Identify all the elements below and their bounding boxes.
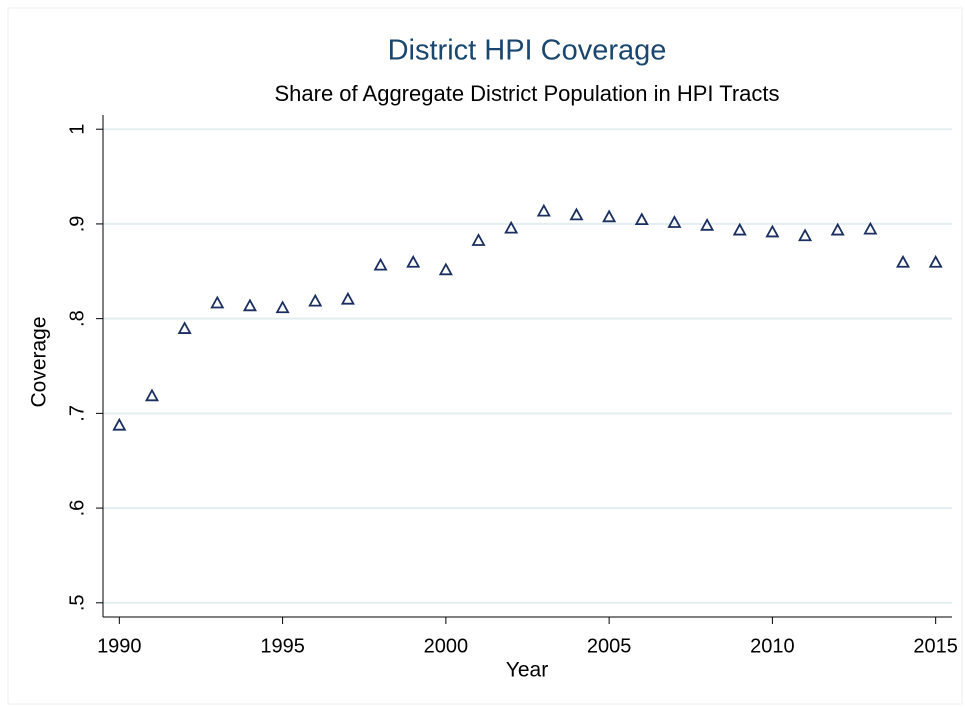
data-point bbox=[830, 222, 845, 236]
x-tick-label: 2015 bbox=[913, 635, 958, 657]
data-point bbox=[765, 224, 780, 238]
data-point bbox=[602, 209, 617, 223]
x-tick-label: 2010 bbox=[750, 635, 795, 657]
x-tick-label: 2005 bbox=[587, 635, 632, 657]
y-tick-label: .7 bbox=[66, 405, 88, 422]
data-point bbox=[700, 217, 715, 231]
y-tick-label: 1 bbox=[66, 124, 88, 135]
y-tick-label: .8 bbox=[66, 310, 88, 327]
data-point bbox=[438, 262, 453, 276]
x-tick-label: 1995 bbox=[260, 635, 305, 657]
y-tick-label: .5 bbox=[66, 594, 88, 611]
data-point bbox=[340, 291, 355, 305]
data-point bbox=[242, 298, 257, 312]
data-point bbox=[275, 300, 290, 314]
x-tick-label: 2000 bbox=[424, 635, 469, 657]
data-point bbox=[732, 222, 747, 236]
data-point bbox=[863, 221, 878, 235]
data-point bbox=[798, 228, 813, 242]
data-point bbox=[536, 203, 551, 217]
data-point bbox=[895, 254, 911, 268]
y-tick-label: .9 bbox=[66, 216, 88, 233]
chart-frame bbox=[7, 7, 963, 705]
data-point bbox=[144, 388, 160, 402]
x-axis-label: Year bbox=[506, 659, 548, 682]
data-point bbox=[373, 257, 388, 271]
data-point bbox=[634, 212, 649, 226]
data-point bbox=[177, 321, 192, 334]
data-point bbox=[308, 293, 323, 307]
data-point bbox=[210, 295, 225, 309]
data-point bbox=[112, 417, 127, 431]
y-tick-label: .6 bbox=[66, 500, 88, 517]
y-axis-label: Coverage bbox=[28, 316, 51, 407]
data-point bbox=[928, 254, 943, 268]
data-point bbox=[504, 220, 519, 234]
x-tick-label: 1990 bbox=[97, 635, 142, 657]
chart-subtitle: Share of Aggregate District Population i… bbox=[274, 81, 779, 106]
data-point bbox=[667, 215, 682, 228]
data-point bbox=[471, 233, 486, 246]
data-point bbox=[406, 254, 421, 268]
data-point bbox=[569, 207, 584, 221]
chart-title: District HPI Coverage bbox=[388, 35, 667, 67]
